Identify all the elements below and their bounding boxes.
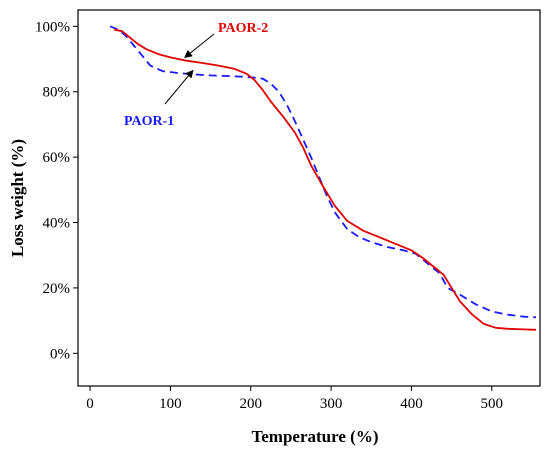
x-tick-label: 500 xyxy=(481,396,504,412)
annotation-arrow-paor-2 xyxy=(184,33,215,59)
x-tick-label: 400 xyxy=(400,396,423,412)
y-tick-label: 80% xyxy=(43,85,71,101)
annotations: PAOR-2 PAOR-1 xyxy=(124,21,268,129)
x-tick-label: 0 xyxy=(86,396,94,412)
annotation-arrow-paor-1 xyxy=(164,69,194,105)
x-tick-label: 100 xyxy=(159,396,182,412)
y-tick-label: 40% xyxy=(43,216,71,232)
y-tick-label: 100% xyxy=(35,19,70,35)
x-tick-label: 200 xyxy=(239,396,262,412)
plot-frame xyxy=(77,9,541,387)
x-axis-title: Temperature (%) xyxy=(251,427,378,446)
series-line-paor-2 xyxy=(114,28,537,331)
y-tick-label: 0% xyxy=(50,346,70,362)
series-label-paor-1: PAOR-1 xyxy=(124,114,174,129)
y-tick-label: 20% xyxy=(43,281,71,297)
axes: 0 100 200 300 400 500 0% 20% 40% 60% 80% 100% xyxy=(35,9,541,412)
series-label-paor-2: PAOR-2 xyxy=(218,21,268,36)
x-tick-label: 300 xyxy=(320,396,343,412)
series-line-paor-1 xyxy=(109,25,537,319)
series-layer xyxy=(109,25,537,331)
y-axis-title: Loss weight (%) xyxy=(8,139,27,257)
y-tick-label: 60% xyxy=(43,150,71,166)
